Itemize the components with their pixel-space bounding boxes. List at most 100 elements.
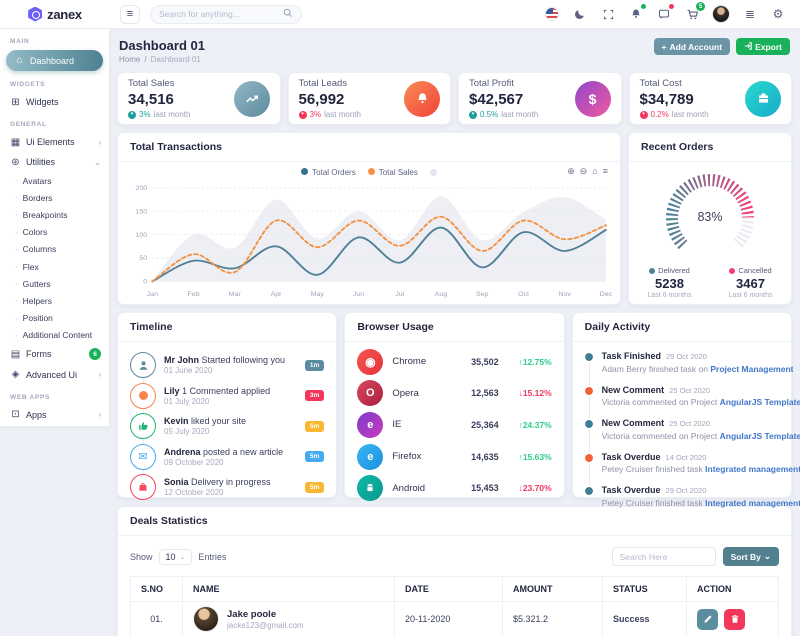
browser-row-ie[interactable]: e IE 25,364 ↑24.37% [357, 409, 552, 441]
brand-logo[interactable]: zanex [0, 6, 110, 22]
svg-text:Aug: Aug [435, 291, 448, 298]
stat-card-total-sales: Total Sales 34,516 ▾ 3% last month [117, 72, 281, 125]
thumbs-up-icon [130, 413, 156, 440]
activity-link[interactable]: Project Management [710, 363, 794, 374]
activity-link[interactable]: AngularJS Template [719, 430, 800, 441]
activity-link[interactable]: AngularJS Template [719, 397, 800, 407]
add-account-button[interactable]: + Add Account [653, 38, 731, 55]
sidebar-item-widgets[interactable]: ⊞ Widgets [11, 96, 59, 108]
sidebar-toggle-button[interactable]: ≡ [120, 4, 140, 24]
delete-button[interactable] [724, 608, 745, 630]
settings-gear-icon[interactable]: ⚙ [772, 7, 784, 21]
col-amount[interactable]: AMOUNT [502, 576, 603, 602]
browser-row-opera[interactable]: O Opera 12,563 ↓15.12% [357, 378, 552, 410]
timeline-item[interactable]: Mr John Started following you 01 June 202… [130, 350, 325, 381]
bag-icon [130, 474, 156, 501]
activity-item[interactable]: Task Finished 29 Oct 2020 Adam Berry fini… [582, 351, 793, 385]
export-button[interactable]: Export [736, 38, 790, 55]
sidebar-subitem-flex[interactable]: Flex [0, 258, 109, 275]
activity-link[interactable]: Integrated management [705, 497, 800, 508]
dark-mode-icon[interactable] [572, 6, 588, 22]
browser-row-firefox[interactable]: e Firefox 14,635 ↑15.63% [357, 441, 552, 473]
col-action[interactable]: ACTION [686, 576, 779, 602]
sidebar-item-advanced-ui[interactable]: ◈ Advanced Ui › [11, 369, 101, 381]
sidebar-subitem-columns[interactable]: Columns [0, 241, 109, 258]
chart-menu-icon[interactable]: ≡ [602, 166, 608, 176]
chevron-right-icon: › [98, 137, 101, 147]
app-menu-icon[interactable]: ≣ [744, 7, 756, 21]
android-icon [357, 475, 384, 502]
topbar: zanex ≡ 5 ≣ ⚙ [0, 0, 800, 29]
sidebar-item-forms[interactable]: ▤ Forms 6 [0, 344, 109, 365]
sidebar-item-dashboard[interactable]: ⌂ Dashboard [6, 50, 103, 71]
disabled-legend-dot [429, 169, 437, 176]
brand-name: zanex [47, 6, 82, 22]
sidebar-item-ui-elements[interactable]: ▦ Ui Elements › [10, 136, 101, 148]
edit-button[interactable] [697, 608, 718, 630]
zoom-out-icon[interactable]: ⊖ [579, 166, 588, 176]
apps-icon: ⊡ [11, 409, 20, 421]
col-status[interactable]: STATUS [602, 576, 687, 602]
zoom-in-icon[interactable]: ⊕ [567, 166, 575, 176]
recent-orders-title: Recent Orders [629, 133, 791, 162]
breadcrumb-current: Dashboard 01 [150, 55, 201, 64]
activity-connector [588, 362, 590, 504]
stat-card-total-leads: Total Leads 56,992 ▾ 3% last month [287, 72, 451, 125]
entries-select[interactable]: 10 ⌄ [158, 548, 193, 565]
browser-row-android[interactable]: Android 15,453 ↓23.70% [357, 472, 552, 504]
col-name[interactable]: NAME [182, 576, 395, 602]
messages-icon[interactable] [656, 4, 674, 22]
sidebar-subitem-position[interactable]: Position [0, 310, 109, 327]
browser-row-chrome[interactable]: ◉ Chrome 35,502 ↑12.75% [357, 346, 552, 378]
table-search-input[interactable] [611, 547, 716, 566]
sidebar-section-general: GENERAL [10, 121, 47, 128]
user-avatar[interactable] [712, 5, 730, 23]
sidebar-subitem-colors[interactable]: Colors [0, 224, 109, 241]
chart-home-icon[interactable]: ⌂ [592, 166, 598, 176]
sidebar-subitem-helpers[interactable]: Helpers [0, 292, 109, 309]
fullscreen-icon[interactable] [600, 6, 616, 22]
bell-icon [404, 80, 440, 117]
cart-icon[interactable]: 5 [684, 2, 705, 22]
col-date[interactable]: DATE [394, 576, 503, 602]
activity-item[interactable]: New Comment 25 Oct 2020 Victoria commente… [582, 418, 800, 452]
svg-text:Mar: Mar [229, 291, 242, 298]
dollar-icon: $ [574, 80, 611, 117]
col-sno[interactable]: S.NO [130, 576, 183, 602]
sidebar-item-apps[interactable]: ⊡ Apps › [11, 409, 101, 421]
sidebar-subitem-gutters[interactable]: Gutters [0, 275, 109, 292]
sidebar-subitem-additional-content[interactable]: Additional Content [0, 327, 109, 344]
activity-item[interactable]: New Comment 25 Oct 2020 Victoria commente… [582, 384, 800, 419]
timeline-item[interactable]: ✉ Andrena posted a new article 09 October… [130, 442, 325, 473]
search-input[interactable] [159, 9, 283, 19]
timeline-item[interactable]: Kevin liked your site 05 July 2020 5m [130, 411, 325, 442]
sidebar-section-webapps: WEB APPS [10, 393, 51, 401]
language-flag-icon[interactable] [544, 6, 560, 22]
transactions-title: Total Transactions [118, 133, 620, 162]
ie-icon: e [357, 411, 384, 438]
timeline-item[interactable]: Lily 1 Commented applied 01 July 2020 3m [130, 381, 325, 412]
activity-dot-icon [582, 485, 595, 497]
sidebar-subitem-breakpoints[interactable]: Breakpoints [0, 206, 109, 223]
chevron-right-icon: › [98, 370, 101, 380]
sort-by-button[interactable]: Sort By ⌄ [722, 547, 779, 566]
search-icon [283, 5, 293, 23]
svg-text:May: May [311, 291, 325, 298]
trend-down-dot-icon: ▾ [298, 110, 307, 119]
sidebar-item-pages[interactable]: ▥ Pages › [0, 425, 109, 426]
breadcrumb-home[interactable]: Home [119, 55, 141, 64]
activity-item[interactable]: Task Overdue 14 Oct 2020 Petey Cruiser fi… [582, 451, 800, 486]
stats-row: Total Sales 34,516 ▾ 3% last month Total L… [117, 72, 792, 125]
timeline-item[interactable]: Sonia Delivery in progress 12 October 202… [130, 472, 325, 503]
activity-item[interactable]: Task Overdue 29 Oct 2020 Petey Cruiser fi… [582, 485, 800, 519]
chrome-icon: ◉ [357, 348, 384, 375]
activity-link[interactable]: Integrated management [705, 464, 800, 474]
global-search[interactable] [150, 4, 302, 24]
topbar-actions: 5 ≣ ⚙ [544, 2, 800, 23]
notifications-bell-icon[interactable] [628, 4, 646, 22]
sidebar-subitem-borders[interactable]: Borders [0, 189, 109, 206]
sidebar-subitem-avatars[interactable]: Avatars [0, 172, 109, 189]
sidebar-item-utilities[interactable]: ⊛ Utilities ⌄ [11, 156, 101, 168]
cart-count-badge: 5 [696, 2, 705, 11]
